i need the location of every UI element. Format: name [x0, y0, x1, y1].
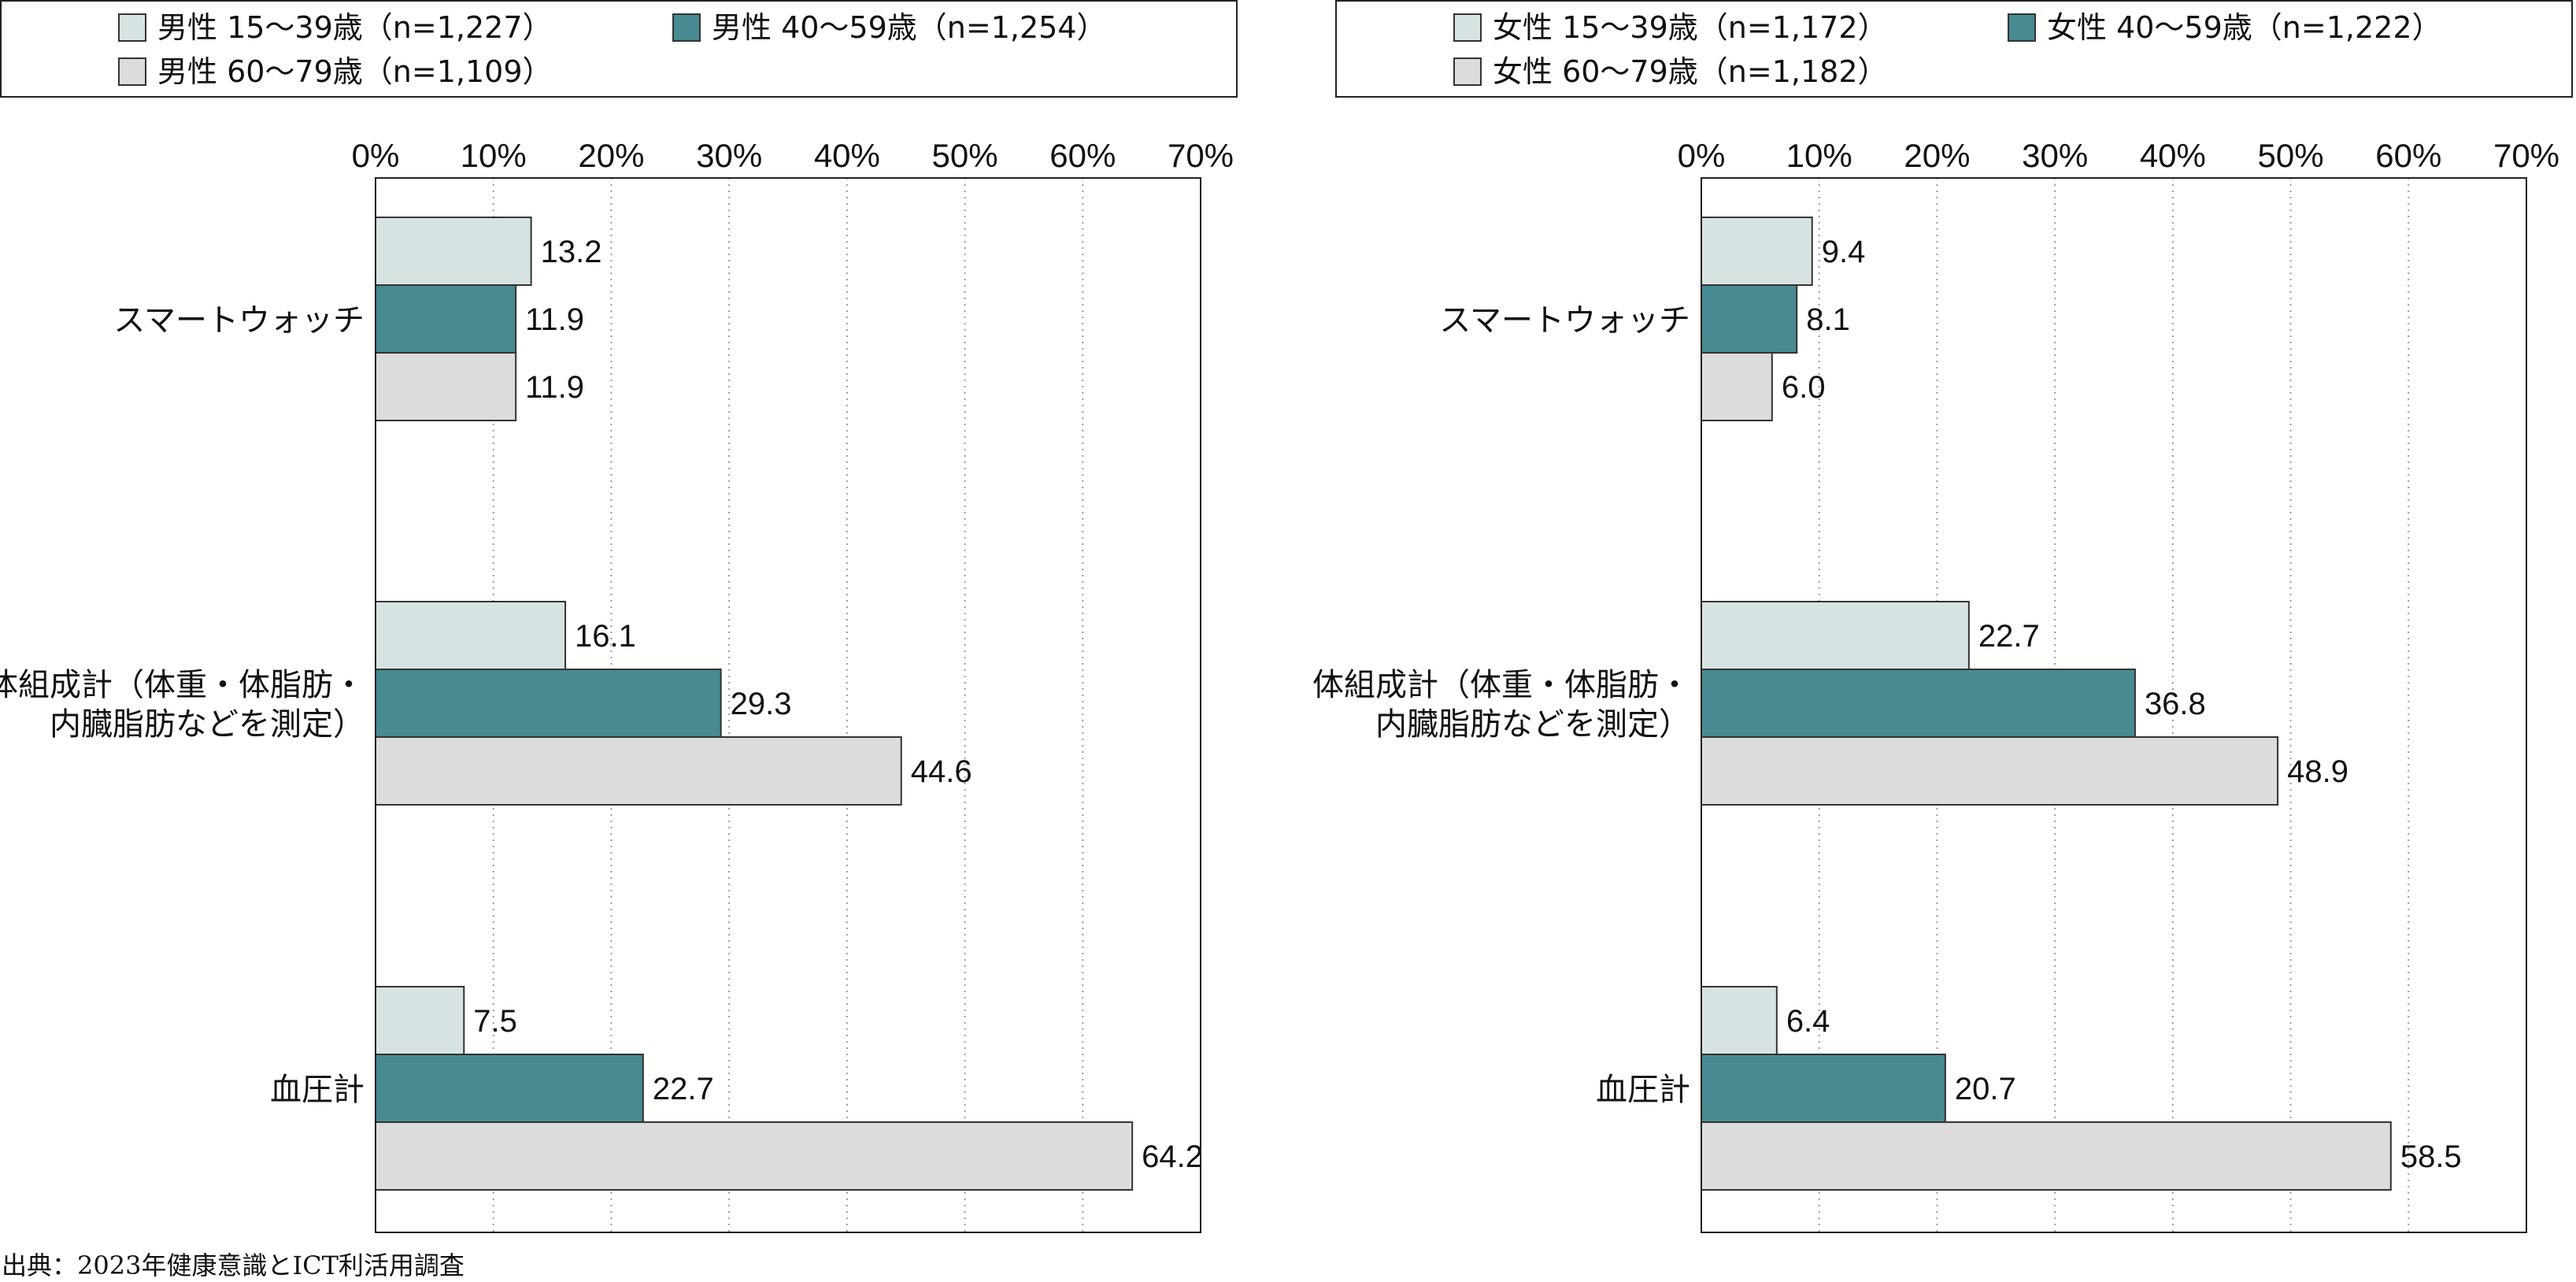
- data-label: 8.1: [1806, 302, 1850, 337]
- category-label: 内臓脂肪などを測定）: [50, 707, 365, 742]
- legend-label: 男性 60〜79歳（n=1,109）: [157, 54, 553, 89]
- bar: [375, 736, 902, 806]
- data-label: 29.3: [731, 687, 792, 721]
- legend-item: 男性 60〜79歳（n=1,109）: [118, 57, 553, 87]
- data-label: 11.9: [525, 370, 584, 405]
- data-label: 58.5: [2400, 1139, 2462, 1174]
- bar: [375, 601, 567, 670]
- category-label: 体組成計（体重・体脂肪・: [0, 668, 365, 702]
- legend-swatch: [118, 57, 146, 86]
- legend-label: 男性 15〜39歳（n=1,227）: [157, 10, 553, 45]
- legend-female: 女性 15〜39歳（n=1,172） 女性 40〜59歳（n=1,222） 女性…: [1335, 0, 2573, 98]
- bar: [1701, 601, 1970, 670]
- bar: [375, 1054, 644, 1123]
- legend-swatch: [1453, 13, 1482, 42]
- data-label: 48.9: [2287, 754, 2348, 789]
- bar: [1701, 1121, 2392, 1191]
- category-label: スマートウォッチ: [1439, 303, 1690, 338]
- x-tick-label: 20%: [1904, 137, 1970, 174]
- bar: [375, 217, 532, 286]
- legend-item: 男性 40〜59歳（n=1,254）: [672, 13, 1107, 43]
- x-tick-label: 10%: [461, 137, 527, 174]
- legend-item: 女性 15〜39歳（n=1,172）: [1453, 13, 1888, 43]
- data-label: 44.6: [911, 754, 972, 789]
- bar: [375, 284, 517, 354]
- x-tick-label: 10%: [1786, 137, 1852, 174]
- data-label: 11.9: [525, 302, 584, 337]
- x-tick-label: 70%: [2493, 137, 2559, 174]
- data-label: 20.7: [1955, 1072, 2016, 1106]
- plot-frame: [1701, 177, 2527, 1233]
- bar: [1701, 284, 1798, 354]
- x-tick-label: 20%: [578, 137, 644, 174]
- legend-label: 女性 60〜79歳（n=1,182）: [1493, 54, 1888, 89]
- data-label: 36.8: [2145, 687, 2206, 721]
- data-label: 7.5: [473, 1004, 517, 1039]
- bar: [1701, 736, 2279, 806]
- legend-item: 女性 40〜59歳（n=1,222）: [2008, 13, 2442, 43]
- source-note: 出典：2023年健康意識とICT利活用調査: [2, 1251, 464, 1280]
- x-tick-label: 0%: [352, 137, 400, 174]
- x-tick-label: 50%: [2258, 137, 2324, 174]
- bar: [1701, 217, 1813, 286]
- x-tick-label: 40%: [814, 137, 880, 174]
- x-tick-label: 60%: [2375, 137, 2441, 174]
- category-label: スマートウォッチ: [113, 303, 365, 338]
- legend-label: 女性 40〜59歳（n=1,222）: [2047, 10, 2442, 45]
- x-tick-label: 60%: [1049, 137, 1116, 174]
- x-tick-label: 40%: [2140, 137, 2206, 174]
- bar: [375, 1121, 1134, 1191]
- data-label: 13.2: [541, 235, 602, 269]
- data-label: 9.4: [1822, 235, 1866, 269]
- x-tick-label: 50%: [932, 137, 998, 174]
- legend-item: 男性 15〜39歳（n=1,227）: [118, 13, 553, 43]
- category-label: 内臓脂肪などを測定）: [1375, 707, 1690, 742]
- legend-label: 女性 15〜39歳（n=1,172）: [1493, 10, 1888, 45]
- legend-swatch: [672, 13, 701, 42]
- data-label: 22.7: [653, 1072, 714, 1106]
- legend-swatch: [2008, 13, 2036, 42]
- legend-male: 男性 15〜39歳（n=1,227） 男性 40〜59歳（n=1,254） 男性…: [0, 0, 1238, 98]
- category-label: 体組成計（体重・体脂肪・: [1312, 668, 1690, 702]
- bar: [1701, 986, 1778, 1055]
- bar: [375, 986, 465, 1055]
- x-tick-label: 70%: [1168, 137, 1234, 174]
- category-label: 血圧計: [1596, 1073, 1690, 1107]
- x-tick-label: 30%: [2022, 137, 2088, 174]
- data-label: 6.0: [1782, 370, 1826, 405]
- legend-label: 男性 40〜59歳（n=1,254）: [712, 10, 1107, 45]
- data-label: 16.1: [575, 619, 636, 654]
- legend-swatch: [1453, 57, 1482, 86]
- bar: [1701, 1054, 1946, 1123]
- x-tick-label: 0%: [1678, 137, 1726, 174]
- data-label: 6.4: [1786, 1004, 1830, 1039]
- bar: [375, 669, 722, 738]
- bar: [1701, 352, 1773, 421]
- plot-frame: [375, 177, 1201, 1233]
- data-label: 22.7: [1978, 619, 2040, 654]
- legend-swatch: [118, 13, 146, 42]
- bar: [375, 352, 517, 421]
- bar: [1701, 669, 2136, 738]
- category-label: 血圧計: [270, 1073, 365, 1107]
- legend-item: 女性 60〜79歳（n=1,182）: [1453, 57, 1888, 87]
- data-label: 64.2: [1142, 1139, 1203, 1174]
- x-tick-label: 30%: [696, 137, 762, 174]
